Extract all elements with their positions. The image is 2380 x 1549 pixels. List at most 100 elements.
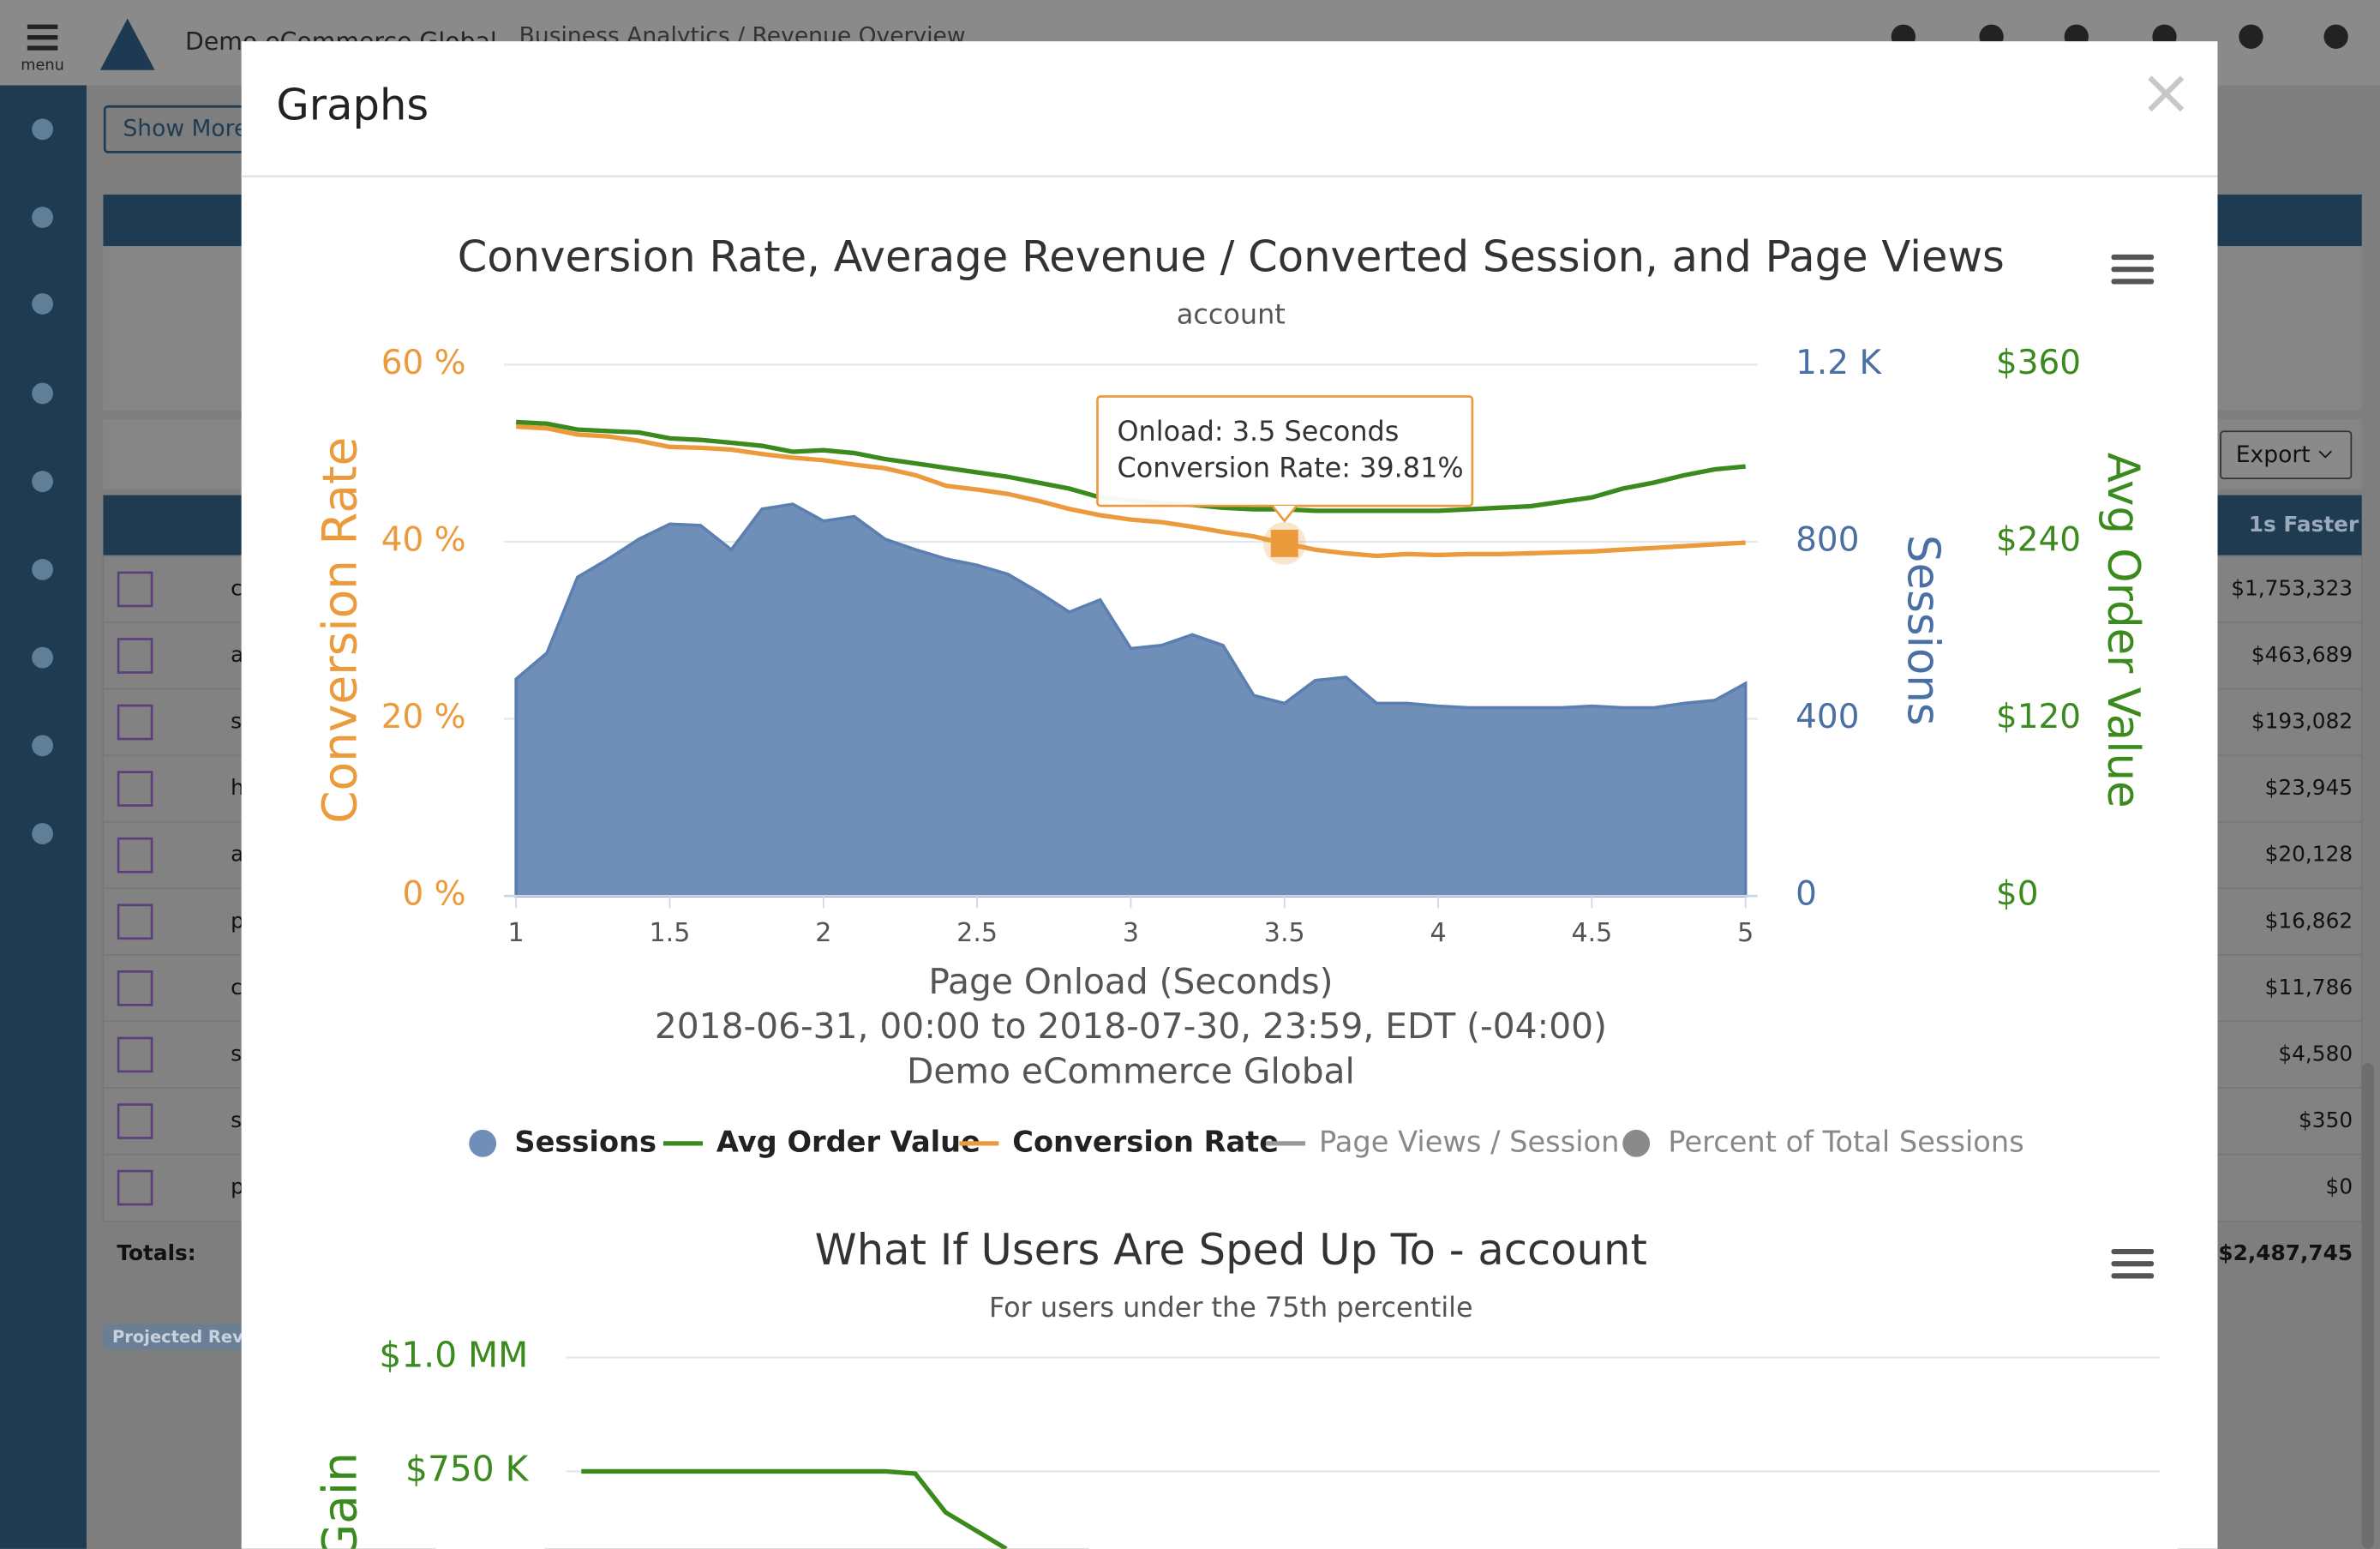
row-name: s	[231, 709, 242, 734]
legend-symbol	[1622, 1129, 1651, 1157]
row-name: s	[231, 1041, 242, 1066]
row-icon[interactable]	[117, 1169, 153, 1206]
sidebar-icon[interactable]	[32, 118, 53, 141]
row-name: p	[231, 1174, 244, 1199]
x-tick-label: 4.5	[1571, 918, 1612, 948]
menu-button[interactable]	[0, 0, 87, 86]
export-button[interactable]	[2220, 430, 2353, 480]
row-name: p	[231, 908, 244, 933]
totals-value: $2,487,745	[2218, 1240, 2353, 1265]
legend-item[interactable]: Percent of Total Sessions	[1622, 1125, 2024, 1158]
y-tick-label: 40 %	[381, 520, 466, 559]
row-icon[interactable]	[117, 904, 153, 940]
legend-item[interactable]: Avg Order Value	[662, 1125, 980, 1158]
y2-tick-label: 1.2 K	[1795, 344, 1882, 382]
x-axis-title: Demo eCommerce Global	[907, 1050, 1355, 1091]
chart-menu-button[interactable]	[2111, 254, 2155, 285]
menu-icon-bar	[27, 24, 58, 29]
sidebar-icon[interactable]	[32, 382, 53, 405]
tooltip-pointer	[1271, 505, 1298, 523]
row-name: c	[231, 975, 243, 1000]
chart-title: What If Users Are Sped Up To - account	[815, 1225, 1647, 1275]
y-axis-title: Gain	[312, 1452, 367, 1549]
row-value: $1,753,323	[2231, 575, 2353, 600]
row-icon[interactable]	[117, 704, 153, 741]
sidebar-icon[interactable]	[32, 207, 53, 228]
y3-tick-label: $360	[1996, 344, 2081, 382]
y3-tick-label: $120	[1996, 698, 2081, 736]
y-tick-label: 60 %	[381, 344, 466, 382]
sidebar-icon[interactable]	[32, 471, 53, 493]
top-icon[interactable]	[2323, 24, 2348, 49]
legend-item[interactable]: Sessions	[469, 1125, 656, 1158]
row-icon[interactable]	[117, 571, 153, 608]
legend: Sessions Avg Order Value Conversion Rate Pa…	[469, 1125, 2024, 1158]
sidebar-icon[interactable]	[32, 293, 53, 315]
y3-axis-title: Avg Order Value	[2097, 453, 2149, 808]
row-name: a	[231, 842, 243, 867]
row-name: a	[231, 642, 243, 667]
x-tick-label: 2	[815, 918, 831, 948]
export-caret	[2318, 450, 2332, 459]
legend-label: Page Views / Session	[1319, 1125, 1619, 1158]
chart-title: Conversion Rate, Average Revenue / Conve…	[458, 232, 2005, 282]
row-icon[interactable]	[117, 638, 153, 674]
x-tick-label: 3	[1123, 918, 1139, 948]
row-value: $350	[2299, 1108, 2353, 1132]
sidebar-icon[interactable]	[32, 735, 53, 757]
menu-icon-bar	[27, 35, 58, 40]
sidebar-icon[interactable]	[32, 646, 53, 669]
chart-menu-bar	[2111, 1261, 2155, 1267]
sessions-area	[514, 502, 1748, 898]
sidebar	[0, 85, 87, 1549]
chart-subtitle: For users under the 75th percentile	[989, 1291, 1473, 1324]
modal-title: Graphs	[276, 81, 429, 130]
x-tick-label: 1.5	[650, 918, 691, 948]
row-icon[interactable]	[117, 1036, 153, 1073]
sidebar-icon[interactable]	[32, 559, 53, 580]
row-value: $463,689	[2251, 642, 2353, 667]
logo	[99, 18, 155, 70]
scrollbar	[2361, 1062, 2374, 1549]
legend-item[interactable]: Conversion Rate	[959, 1125, 1279, 1158]
chart-menu-bar	[2111, 279, 2155, 285]
row-value: $20,128	[2265, 842, 2353, 867]
chart-menu-bar	[2111, 1248, 2155, 1255]
row-icon[interactable]	[117, 1103, 153, 1139]
row-icon[interactable]	[117, 970, 153, 1006]
y3-tick-label: $240	[1996, 520, 2081, 559]
row-value: $4,580	[2278, 1041, 2353, 1066]
y2-axis-title: Sessions	[1897, 535, 1948, 726]
row-name: c	[231, 575, 243, 600]
row-value: $11,786	[2265, 975, 2353, 1000]
legend-label: Avg Order Value	[716, 1125, 980, 1158]
y-tick-label: $1.0 MM	[379, 1335, 528, 1376]
y-tick-label: $750 K	[405, 1448, 530, 1489]
modal-close[interactable]: ×	[2139, 54, 2192, 129]
x-tick-label: 5	[1737, 918, 1754, 948]
sidebar-icon[interactable]	[32, 823, 53, 844]
legend-item[interactable]: Page Views / Session	[1266, 1125, 1619, 1158]
menu-icon-bar	[27, 45, 58, 51]
y-tick-label: 20 %	[381, 698, 466, 736]
row-value: $193,082	[2251, 709, 2353, 734]
row-icon[interactable]	[117, 837, 153, 874]
y2-tick-label: 0	[1795, 875, 1817, 914]
series-line	[515, 423, 1746, 559]
y-axis-title: Conversion Rate	[312, 437, 367, 824]
export-label: Export	[2236, 441, 2311, 468]
top-icon[interactable]	[2239, 24, 2263, 49]
x-axis-title: 2018-06-31, 00:00 to 2018-07-30, 23:59, …	[655, 1006, 1607, 1047]
row-value: $16,862	[2265, 908, 2353, 933]
modal: Graphs × Conversion Rate, Average Revenue …	[241, 41, 2218, 1549]
row-name: h	[231, 775, 244, 800]
x-tick-label: 2.5	[956, 918, 998, 948]
chart-menu-bar	[2111, 267, 2155, 273]
row-name: s	[231, 1108, 242, 1132]
tooltip-text: Conversion Rate: 39.81%	[1117, 452, 1463, 484]
chart-menu-button[interactable]	[2111, 1248, 2155, 1279]
row-icon[interactable]	[117, 771, 153, 807]
row-value: $23,945	[2265, 775, 2353, 800]
